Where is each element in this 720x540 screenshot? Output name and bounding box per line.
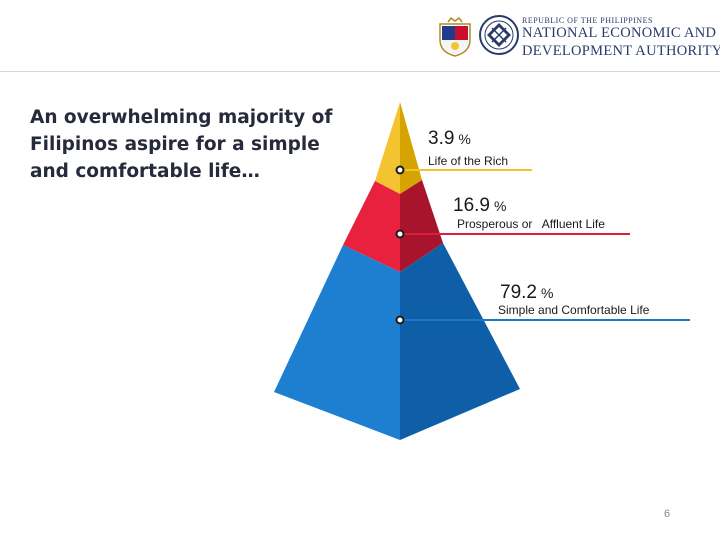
- pyramid-tier-affluent-left: [343, 181, 400, 272]
- value-label-affluent: 16.9%: [453, 195, 506, 216]
- agency-name-line-2: DEVELOPMENT AUTHORITY: [522, 43, 720, 59]
- header-divider: [0, 71, 720, 72]
- value-label-rich: 3.9%: [428, 128, 471, 149]
- agency-name-line-1: NATIONAL ECONOMIC AND: [522, 25, 717, 41]
- marker-affluent: [395, 229, 405, 239]
- value-label-simple: 79.2%: [500, 282, 553, 303]
- category-label-simple: Simple and Comfortable Life: [498, 303, 650, 317]
- philippine-seal-icon: [439, 16, 471, 57]
- header-logos: REPUBLIC OF THE PHILIPPINES NATIONAL ECO…: [430, 8, 720, 68]
- category-label-affluent: Prosperous or Affluent Life: [457, 217, 605, 231]
- pyramid-tier-simple-left: [274, 245, 400, 440]
- neda-seal-icon: [479, 15, 519, 55]
- headline-text: An overwhelming majority of Filipinos as…: [30, 107, 333, 182]
- page-number: 6: [664, 508, 671, 520]
- category-label-rich: Life of the Rich: [428, 154, 508, 168]
- agency-country-text: REPUBLIC OF THE PHILIPPINES: [522, 16, 653, 25]
- pyramid-tier-rich-right: [400, 102, 422, 194]
- marker-simple: [395, 315, 405, 325]
- marker-rich: [395, 165, 405, 175]
- pyramid-tier-simple-right: [400, 243, 520, 440]
- pyramid-tier-rich-left: [375, 102, 400, 194]
- pyramid-tier-affluent-right: [400, 180, 443, 272]
